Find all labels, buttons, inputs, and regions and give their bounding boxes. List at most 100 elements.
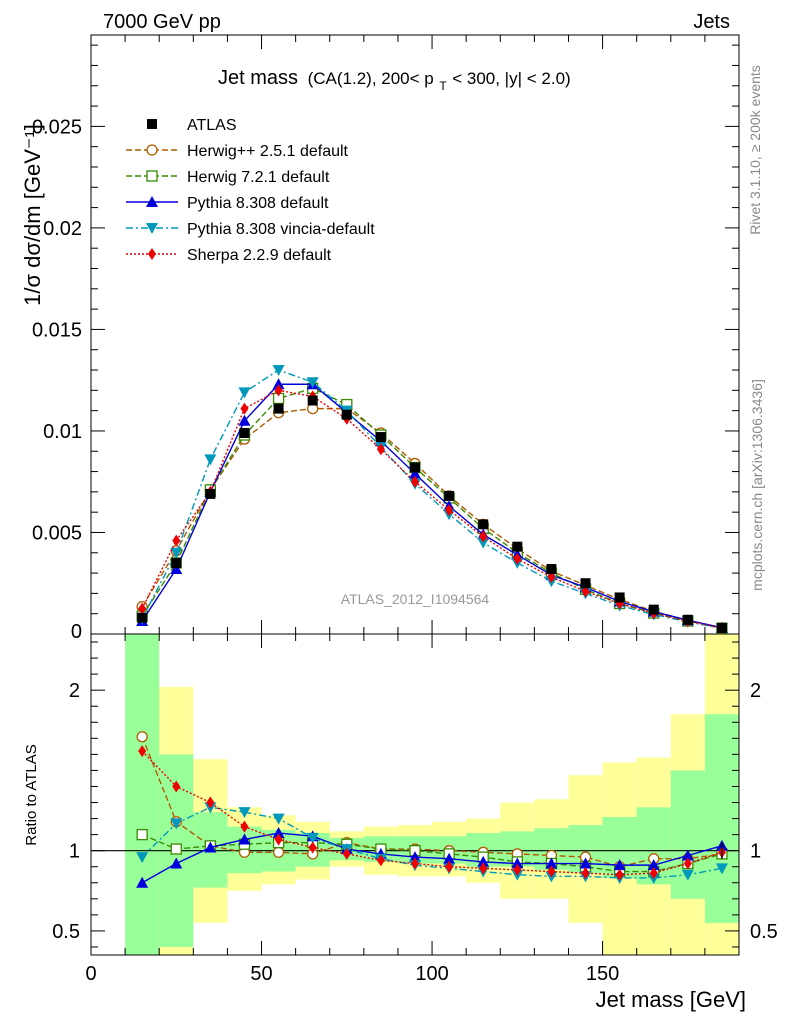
ratio-point-pythia	[170, 857, 183, 869]
ratio-point-vincia	[681, 869, 694, 881]
chart-title: Jet mass (CA(1.2), 200< p T < 300, |y| <…	[218, 67, 571, 95]
legend-label-sherpa: Sherpa 2.2.9 default	[187, 247, 332, 264]
main-ytick-label: 0.015	[32, 319, 82, 341]
main-line-herwig7	[141, 387, 723, 629]
main-ytick-label: 0.005	[32, 522, 82, 544]
legend-item-sherpa: Sherpa 2.2.9 default	[126, 247, 332, 264]
ratio-point-sherpa	[274, 833, 283, 846]
ratio-ylabel: Ratio to ATLAS	[23, 744, 40, 845]
ratio-point-pythia	[579, 857, 592, 869]
ratio-bands	[91, 634, 739, 955]
main-line-vincia	[141, 369, 723, 630]
ratio-point-vincia	[170, 818, 183, 830]
ratio-point-pythia	[477, 855, 490, 867]
legend-item-pythia: Pythia 8.308 default	[126, 195, 329, 212]
ratio-point-pythia	[272, 827, 285, 839]
main-point-atlas	[478, 519, 489, 530]
main-point-vincia	[477, 537, 490, 549]
ratio-point-sherpa	[649, 867, 658, 880]
ratio-point-pythia	[238, 833, 251, 845]
ratio-line-vincia	[141, 806, 723, 879]
main-ytick-label: 0.02	[43, 218, 82, 240]
main-point-atlas	[648, 604, 659, 615]
analysis-watermark: ATLAS_2012_I1094564	[341, 591, 490, 607]
main-line-herwigpp	[141, 407, 723, 629]
ratio-panel	[90, 633, 740, 956]
main-point-atlas	[137, 612, 148, 623]
ratio-point-vincia	[715, 863, 728, 875]
legend-marker-atlas	[147, 119, 157, 129]
rivet-label: Rivet 3.1.10, ≥ 200k events	[747, 65, 763, 235]
ratio-ytick-label: 0.5	[52, 921, 80, 943]
ratio-series-sherpa	[138, 745, 726, 881]
ratio-ytick-label: 2	[69, 680, 80, 702]
xlabel: Jet mass [GeV]	[596, 987, 746, 1012]
main-point-atlas	[171, 557, 182, 568]
ratio-point-pythia	[443, 852, 456, 864]
ratio-line-herwig7	[141, 833, 723, 873]
green-band-bin	[125, 634, 160, 955]
header-right: Jets	[693, 11, 730, 33]
main-point-vincia	[306, 377, 319, 389]
main-point-atlas	[375, 432, 386, 443]
main-point-vincia	[238, 387, 251, 399]
main-point-pythia	[272, 378, 285, 390]
ratio-point-pythia	[613, 859, 626, 871]
legend-marker-vincia	[146, 223, 158, 234]
ratio-point-pythia	[545, 857, 558, 869]
xtick-label: 100	[415, 963, 448, 985]
xtick-label: 150	[586, 963, 619, 985]
ratio-point-pythia	[511, 857, 524, 869]
ratio-point-pythia	[647, 859, 660, 871]
ratio-ytick-label-right: 2	[750, 680, 761, 702]
ratio-point-herwigpp	[272, 846, 285, 858]
ratio-point-sherpa	[547, 865, 556, 878]
xtick-label: 50	[250, 963, 272, 985]
legend-label-pythia: Pythia 8.308 default	[187, 195, 329, 212]
ratio-point-pythia	[136, 876, 149, 888]
main-point-sherpa	[411, 475, 419, 488]
legend-label-atlas: ATLAS	[187, 117, 237, 134]
ratio-point-sherpa	[479, 862, 488, 875]
legend-label-herwigpp: Herwig++ 2.5.1 default	[187, 143, 349, 160]
legend-marker-pythia	[146, 196, 158, 207]
chart-title-main: Jet mass	[218, 67, 298, 89]
main-ytick-label: 0.025	[32, 116, 82, 138]
ratio-frame	[90, 633, 740, 956]
main-point-atlas	[341, 409, 352, 420]
legend: ATLAS Herwig++ 2.5.1 default Herwig 7.2.1 …	[126, 117, 375, 264]
ratio-point-pythia	[409, 851, 421, 863]
main-series	[136, 365, 728, 635]
main-point-atlas	[444, 490, 455, 501]
legend-marker-sherpa	[148, 248, 156, 260]
main-point-sherpa	[581, 585, 590, 598]
ratio-point-sherpa	[342, 847, 351, 860]
main-ytick-label: 0.01	[43, 421, 82, 443]
main-point-pythia	[409, 467, 421, 479]
ratio-point-sherpa	[683, 857, 692, 870]
ratio-point-vincia	[136, 852, 149, 864]
ratio-point-sherpa	[206, 796, 215, 809]
ratio-series	[136, 731, 728, 888]
ratio-point-vincia	[238, 807, 251, 819]
ratio-point-sherpa	[581, 867, 590, 880]
main-ytick-label: 0	[71, 621, 82, 643]
ratio-point-sherpa	[615, 868, 624, 881]
legend-item-herwigpp: Herwig++ 2.5.1 default	[126, 143, 349, 160]
ratio-point-herwigpp	[136, 731, 148, 743]
main-point-sherpa	[274, 384, 283, 397]
main-point-sherpa	[172, 534, 181, 547]
ratio-point-sherpa	[445, 860, 454, 873]
ratio-point-herwig7	[170, 843, 182, 855]
ratio-ytick-label: 1	[69, 841, 80, 863]
legend-label-vincia: Pythia 8.308 vincia-default	[187, 221, 375, 238]
ratio-ytick-label-right: 1	[750, 841, 761, 863]
ratio-line-pythia	[141, 832, 723, 884]
legend-item-atlas: ATLAS	[147, 117, 237, 134]
ratio-point-sherpa	[138, 745, 147, 758]
main-point-atlas	[273, 403, 284, 414]
main-point-atlas	[546, 564, 557, 575]
ratio-point-vincia	[272, 813, 285, 825]
ratio-point-sherpa	[308, 841, 317, 854]
xtick-label: 0	[85, 963, 96, 985]
